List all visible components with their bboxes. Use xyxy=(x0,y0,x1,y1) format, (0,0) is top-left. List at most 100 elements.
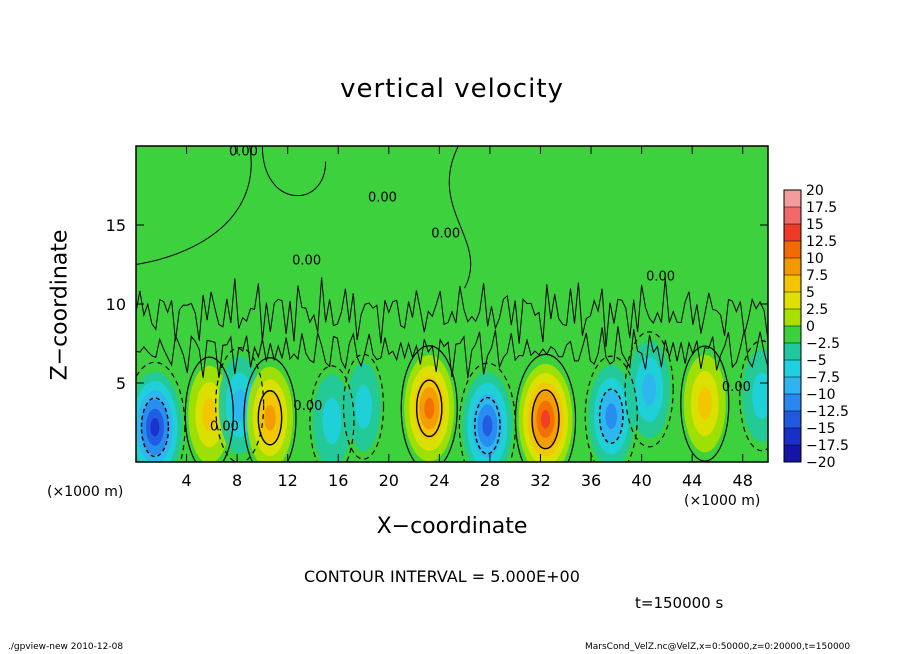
colorbar-segment xyxy=(784,224,801,242)
colorbar-segment xyxy=(784,343,801,361)
x-tick-label: 40 xyxy=(631,471,651,490)
noisy-contour-upper xyxy=(136,277,768,347)
cell-contour xyxy=(400,345,458,462)
contour-upper-box xyxy=(261,146,327,196)
contour-label: 0.00 xyxy=(292,254,321,269)
colorbar-label: 5 xyxy=(806,285,815,301)
cell-band xyxy=(424,397,435,419)
colorbar-label: −20 xyxy=(806,455,836,471)
contour-label: 0.00 xyxy=(646,269,675,284)
cell-contour-inner xyxy=(140,397,170,458)
colorbar-segment xyxy=(784,275,801,293)
contour-lines: 0.00 0.00 0.00 0.00 0.00 0.00 0.00 0.00 xyxy=(136,144,768,462)
velocity-cell xyxy=(742,349,768,443)
cell-contour xyxy=(680,345,730,462)
velocity-cell xyxy=(246,366,293,462)
contour-label: 0.00 xyxy=(368,190,397,205)
contour-upper-mid xyxy=(448,146,472,289)
cell-contour-inner xyxy=(257,390,283,446)
cell-contour xyxy=(584,355,638,462)
x-tick-label: 12 xyxy=(278,471,298,490)
cell-band xyxy=(355,384,373,429)
y-axis-label: Z−coordinate xyxy=(47,229,73,381)
colorbar: 2017.51512.5107.552.50−2.5−5−7.5−10−12.5… xyxy=(783,183,849,471)
velocity-cell xyxy=(136,371,182,462)
x-tick-label: 8 xyxy=(232,471,242,490)
colorbar-label: 2.5 xyxy=(806,302,828,318)
time-label: t=150000 s xyxy=(635,594,724,612)
contour-label: 0.00 xyxy=(229,144,258,159)
cell-band xyxy=(150,418,160,437)
colorbar-segment xyxy=(784,445,801,463)
velocity-cell xyxy=(683,354,726,453)
colorbar-label: −10 xyxy=(806,387,836,403)
y-tick-label: 10 xyxy=(106,295,126,314)
colorbar-label: 15 xyxy=(806,217,824,233)
colorbar-label: 0 xyxy=(806,319,815,335)
colorbar-label: 20 xyxy=(806,183,824,199)
contour-upper-left xyxy=(136,146,252,265)
x-tick-label: 20 xyxy=(379,471,399,490)
colorbar-segment xyxy=(784,428,801,446)
contour-label: 0.00 xyxy=(293,399,322,414)
y-tick-label: 5 xyxy=(116,374,126,393)
contour-label: 0.00 xyxy=(431,227,460,242)
x-tick-label: 24 xyxy=(429,471,449,490)
cell-band xyxy=(642,373,657,406)
footer-right-text: MarsCond_VelZ.nc@VelZ,x=0:50000,z=0:2000… xyxy=(585,642,851,652)
x-tick-label: 44 xyxy=(682,471,702,490)
footer-left-text: ./gpview-new 2010-12-08 xyxy=(8,642,124,652)
velocity-cell xyxy=(628,340,671,439)
y-tick-label: 15 xyxy=(106,216,126,235)
colorbar-segment xyxy=(784,292,801,310)
x-axis: 4 8 12 16 20 24 28 32 36 40 44 48 xyxy=(181,146,753,490)
cell-contour-inner xyxy=(474,396,501,455)
x-tick-label: 16 xyxy=(328,471,348,490)
colorbar-label: 17.5 xyxy=(806,200,837,216)
cell-contour xyxy=(184,356,234,462)
colorbar-label: 7.5 xyxy=(806,268,828,284)
x-tick-label: 32 xyxy=(530,471,550,490)
x-tick-label: 48 xyxy=(733,471,753,490)
cell-contour-inner xyxy=(415,379,443,438)
x-axis-label: X−coordinate xyxy=(376,514,528,539)
cell-band xyxy=(697,387,712,420)
cell-contour xyxy=(136,361,186,462)
cell-band xyxy=(232,388,247,422)
x-unit-label-right: (×1000 m) xyxy=(684,493,761,509)
cell-band xyxy=(322,397,342,445)
velocity-cell xyxy=(312,374,351,462)
noisy-contour-lower xyxy=(136,326,768,379)
velocity-cell xyxy=(346,362,381,452)
cell-contour-inner xyxy=(531,389,560,450)
chart-title: vertical velocity xyxy=(340,74,564,104)
colorbar-label: 10 xyxy=(806,251,824,267)
colorbar-segment xyxy=(784,241,801,259)
cell-band xyxy=(541,410,551,429)
cell-band xyxy=(752,372,768,419)
colorbar-segment xyxy=(784,377,801,395)
colorbar-segment xyxy=(784,309,801,327)
colorbar-segment xyxy=(784,190,801,208)
cell-band xyxy=(482,415,493,437)
cell-contour xyxy=(624,331,674,448)
colorbar-label: −17.5 xyxy=(806,438,849,454)
cell-contour xyxy=(309,365,355,462)
velocity-cell xyxy=(518,363,573,462)
cell-band xyxy=(264,404,276,431)
contour-interval-label: CONTOUR INTERVAL = 5.000E+00 xyxy=(304,567,580,586)
velocity-cell xyxy=(588,365,635,462)
velocity-cell xyxy=(462,372,513,462)
x-tick-label: 36 xyxy=(581,471,601,490)
colorbar-segment xyxy=(784,326,801,344)
colorbar-segment xyxy=(784,258,801,276)
cell-band xyxy=(202,398,217,431)
cell-contour-inner xyxy=(598,388,624,444)
cell-contour xyxy=(215,347,265,462)
velocity-cell xyxy=(404,354,455,462)
colorbar-segment xyxy=(784,360,801,378)
colorbar-label: −15 xyxy=(806,421,836,437)
cell-contour xyxy=(514,353,577,462)
y-axis: 5 10 15 xyxy=(106,216,768,393)
